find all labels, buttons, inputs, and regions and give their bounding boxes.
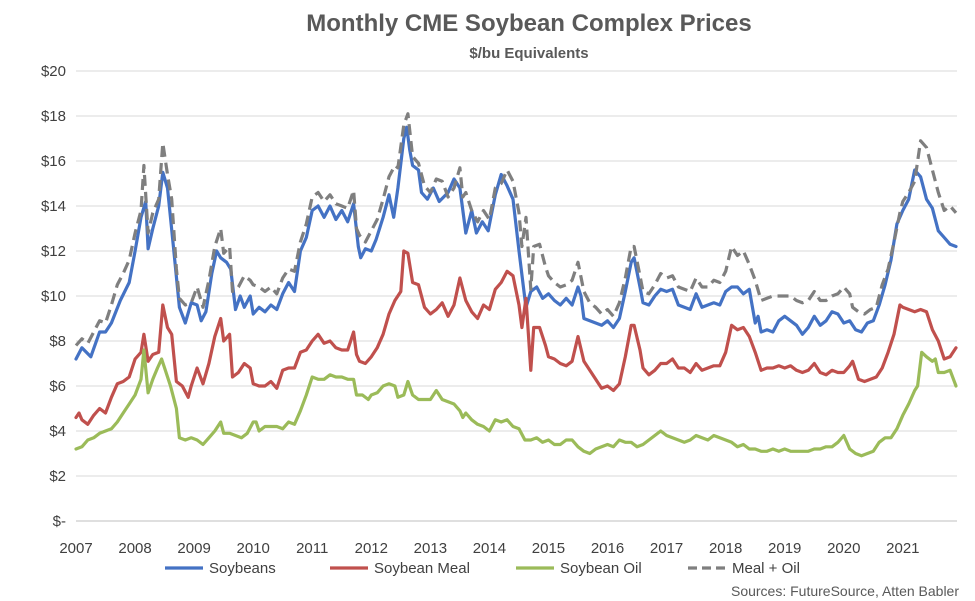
x-tick-label: 2019 xyxy=(768,540,801,557)
series-line-soybeans xyxy=(74,125,958,361)
x-tick-label: 2012 xyxy=(355,540,388,557)
x-tick-label: 2011 xyxy=(296,540,328,557)
x-tick-label: 2007 xyxy=(59,540,92,557)
y-tick-label: $20 xyxy=(41,63,66,80)
x-axis-ticks: 2007 2008 2009 2010 2011 2012 2013 2014 2015 2016… xyxy=(59,540,919,557)
x-tick-label: 2008 xyxy=(118,540,151,557)
legend: Soybeans Soybean Meal Soybean Oil Meal + Oi… xyxy=(165,560,800,577)
y-tick-label: $4 xyxy=(49,423,66,440)
y-tick-label: $- xyxy=(53,513,66,530)
y-tick-label: $10 xyxy=(41,288,66,305)
series-lines xyxy=(74,112,958,458)
x-tick-label: 2021 xyxy=(886,540,919,557)
source-note: Sources: FutureSource, Atten Babler xyxy=(731,583,959,599)
series-line-meal-oil xyxy=(74,112,958,347)
y-tick-label: $12 xyxy=(41,243,66,260)
x-tick-label: 2013 xyxy=(414,540,447,557)
series-line-soybean-meal xyxy=(74,249,958,426)
y-axis-ticks: $- $2 $4 $6 $8 $10 $12 $14 $16 $18 $20 xyxy=(41,63,66,530)
x-tick-label: 2020 xyxy=(827,540,860,557)
y-tick-label: $8 xyxy=(49,333,66,350)
chart-title: Monthly CME Soybean Complex Prices xyxy=(306,10,751,37)
y-tick-label: $2 xyxy=(49,468,66,485)
y-tick-label: $6 xyxy=(49,378,66,395)
y-tick-label: $14 xyxy=(41,198,66,215)
legend-label: Meal + Oil xyxy=(732,560,800,577)
chart-subtitle: $/bu Equivalents xyxy=(469,45,588,62)
legend-label: Soybean Meal xyxy=(374,560,470,577)
x-tick-label: 2018 xyxy=(709,540,742,557)
y-tick-label: $18 xyxy=(41,108,66,125)
legend-label: Soybeans xyxy=(209,560,276,577)
x-tick-label: 2017 xyxy=(650,540,683,557)
legend-label: Soybean Oil xyxy=(560,560,642,577)
y-tick-label: $16 xyxy=(41,153,66,170)
x-tick-label: 2015 xyxy=(532,540,565,557)
x-tick-label: 2009 xyxy=(177,540,210,557)
series-line-soybean-oil xyxy=(74,348,958,458)
x-tick-label: 2010 xyxy=(236,540,269,557)
x-tick-label: 2016 xyxy=(591,540,624,557)
x-tick-label: 2014 xyxy=(473,540,506,557)
